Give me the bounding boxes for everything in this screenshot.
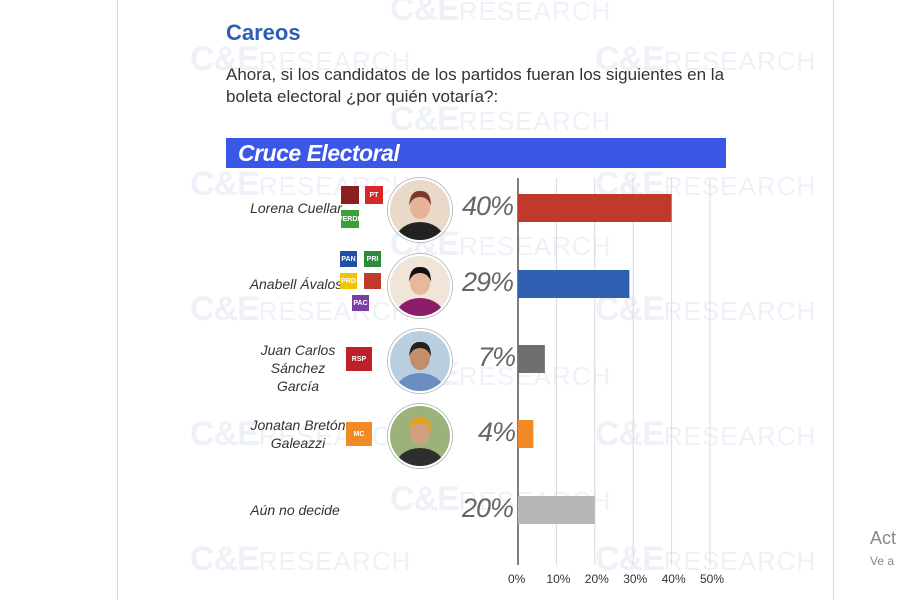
candidate-name: Jonatan Bretón Galeazzi bbox=[250, 417, 346, 451]
watermark-13: C&ERESEARCH bbox=[595, 540, 816, 579]
pri-logo: PRI bbox=[364, 251, 381, 267]
candidate-photo bbox=[388, 254, 452, 318]
candidate-name: Aún no decide bbox=[250, 502, 340, 518]
frame-right-border bbox=[833, 0, 834, 600]
watermark-0: C&ERESEARCH bbox=[190, 40, 411, 79]
watermark-brand: C&E bbox=[390, 0, 460, 28]
watermark-brand: C&E bbox=[390, 100, 460, 138]
candidate-name: Anabell Ávalos bbox=[249, 276, 343, 292]
watermark-2: C&ERESEARCH bbox=[190, 165, 411, 204]
x-tick-label: 50% bbox=[700, 572, 725, 586]
question-text: Ahora, si los candidatos de los partidos… bbox=[226, 65, 725, 106]
watermark-12: C&ERESEARCH bbox=[190, 540, 411, 579]
frame-left-border bbox=[117, 0, 118, 600]
movimiento-ciudadano-logo: MC bbox=[346, 422, 372, 446]
watermark-10: C&ERESEARCH bbox=[595, 415, 816, 454]
watermark-suffix: RESEARCH bbox=[663, 421, 817, 451]
watermark-brand: C&E bbox=[595, 165, 665, 203]
candidate-photo bbox=[388, 329, 452, 393]
pes-logo bbox=[364, 273, 381, 289]
bar-3 bbox=[518, 420, 534, 448]
rsp-logo: RSP bbox=[346, 347, 372, 371]
watermark-9: C&ERESEARCH bbox=[190, 415, 411, 454]
watermark-brand: C&E bbox=[190, 415, 260, 453]
watermark-brand: C&E bbox=[190, 540, 260, 578]
pan-logo: PAN bbox=[340, 251, 357, 267]
pac-logo: PAC bbox=[352, 295, 369, 311]
verde-logo: VERDE bbox=[338, 210, 362, 228]
watermark-brand: C&E bbox=[595, 40, 665, 78]
watermark-6: C&ERESEARCH bbox=[190, 290, 411, 329]
candidate-photo bbox=[388, 404, 452, 468]
x-tick-label: 40% bbox=[661, 572, 686, 586]
value-label: 7% bbox=[478, 342, 516, 372]
candidate-photo bbox=[388, 178, 452, 242]
watermark-suffix: RESEARCH bbox=[663, 296, 817, 326]
candidate-name: Lorena Cuellar bbox=[250, 200, 342, 216]
value-label: 4% bbox=[478, 417, 516, 447]
watermark-brand: C&E bbox=[190, 40, 260, 78]
edge-text-2: Ve a bbox=[870, 554, 895, 568]
watermark-14: C&ERESEARCH bbox=[390, 0, 611, 29]
watermark-suffix: RESEARCH bbox=[258, 171, 412, 201]
watermark-suffix: RESEARCH bbox=[663, 46, 817, 76]
value-label: 40% bbox=[462, 191, 514, 221]
candidate-name: Juan Carlos Sánchez García bbox=[260, 342, 336, 394]
watermark-brand: C&E bbox=[595, 540, 665, 578]
watermark-suffix: RESEARCH bbox=[458, 106, 612, 136]
watermark-suffix: RESEARCH bbox=[258, 296, 412, 326]
watermark-7: C&ERESEARCH bbox=[595, 290, 816, 329]
morena-logo bbox=[341, 186, 359, 204]
watermark-suffix: RESEARCH bbox=[458, 0, 612, 26]
watermark-suffix: RESEARCH bbox=[258, 421, 412, 451]
watermark-4: C&ERESEARCH bbox=[390, 100, 611, 139]
pt-logo: PT bbox=[365, 186, 383, 204]
watermark-brand: C&E bbox=[190, 290, 260, 328]
watermark-suffix: RESEARCH bbox=[258, 546, 412, 576]
value-label: 29% bbox=[462, 267, 514, 297]
watermark-brand: C&E bbox=[595, 290, 665, 328]
watermark-brand: C&E bbox=[595, 415, 665, 453]
x-tick-label: 20% bbox=[584, 572, 609, 586]
page-title: Careos bbox=[226, 20, 301, 45]
x-tick-label: 10% bbox=[546, 572, 571, 586]
watermark-brand: C&E bbox=[390, 480, 460, 518]
x-tick-label: 0% bbox=[508, 572, 526, 586]
value-label: 20% bbox=[462, 493, 514, 523]
watermark-1: C&ERESEARCH bbox=[595, 40, 816, 79]
watermark-brand: C&E bbox=[190, 165, 260, 203]
watermark-3: C&ERESEARCH bbox=[595, 165, 816, 204]
watermark-suffix: RESEARCH bbox=[258, 46, 412, 76]
chart-title: Cruce Electoral bbox=[238, 140, 400, 166]
watermark-suffix: RESEARCH bbox=[663, 546, 817, 576]
prd-logo: PRD bbox=[340, 273, 357, 289]
x-tick-label: 30% bbox=[623, 572, 648, 586]
watermark-suffix: RESEARCH bbox=[663, 171, 817, 201]
chart-banner: Cruce Electoral bbox=[226, 138, 726, 168]
watermark-suffix: RESEARCH bbox=[458, 231, 612, 261]
edge-text-1: Act bbox=[870, 528, 897, 548]
